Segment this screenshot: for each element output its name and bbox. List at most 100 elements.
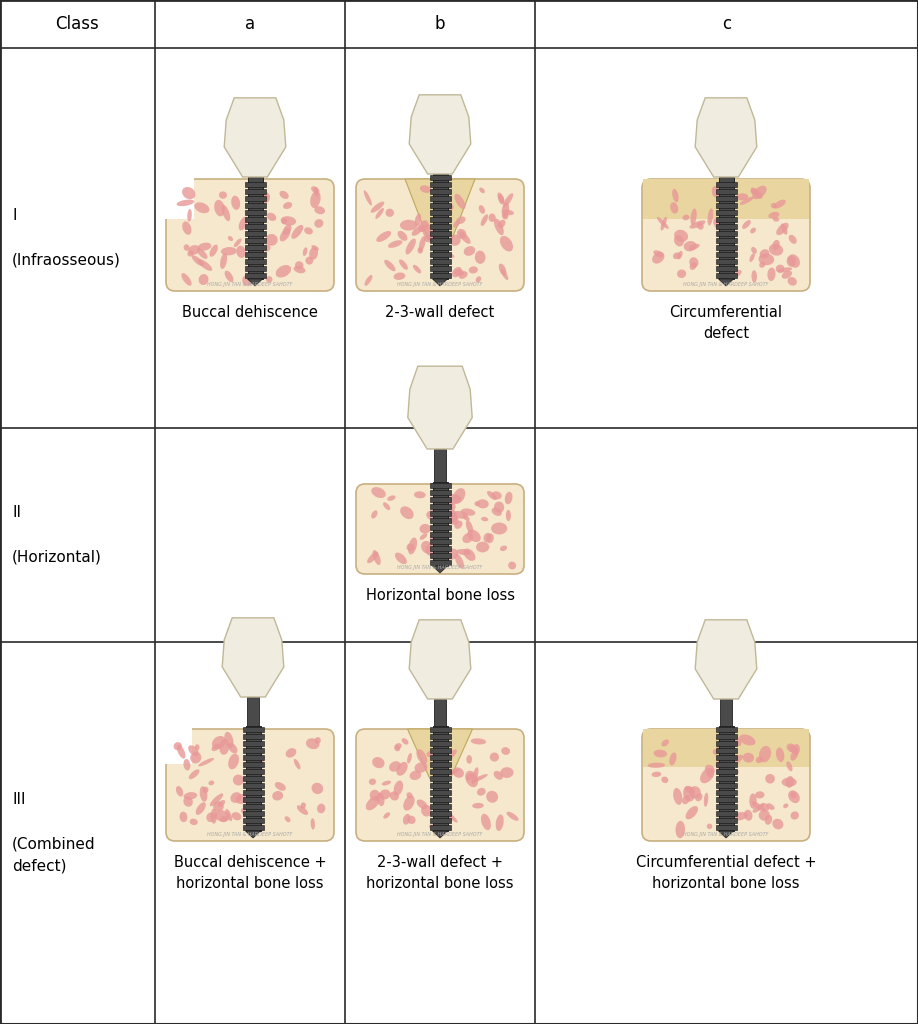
Ellipse shape (491, 522, 508, 535)
Ellipse shape (488, 214, 496, 222)
Ellipse shape (241, 808, 257, 817)
Ellipse shape (285, 749, 297, 758)
Ellipse shape (505, 492, 512, 504)
Ellipse shape (767, 803, 775, 810)
Ellipse shape (700, 768, 714, 783)
Bar (715, 245, 736, 250)
Bar (242, 825, 263, 830)
Polygon shape (245, 831, 261, 838)
Ellipse shape (385, 260, 396, 271)
Ellipse shape (500, 767, 513, 778)
Text: HONG JIN TAN & HARDEEP SAHOTF: HONG JIN TAN & HARDEEP SAHOTF (683, 831, 768, 837)
Bar (430, 504, 451, 509)
Bar (430, 532, 451, 537)
Bar (430, 818, 451, 823)
Ellipse shape (433, 537, 442, 547)
Ellipse shape (708, 209, 713, 225)
Bar (715, 741, 736, 746)
Ellipse shape (411, 225, 423, 236)
Ellipse shape (402, 738, 409, 744)
Ellipse shape (407, 544, 414, 551)
Ellipse shape (732, 769, 739, 775)
Ellipse shape (453, 767, 464, 778)
Ellipse shape (439, 539, 451, 547)
Ellipse shape (772, 240, 779, 250)
Bar (715, 189, 736, 194)
Ellipse shape (471, 738, 487, 744)
Bar (247, 697, 259, 729)
Ellipse shape (790, 750, 799, 761)
Bar (430, 741, 451, 746)
Text: 2-3-wall defect +
horizontal bone loss: 2-3-wall defect + horizontal bone loss (366, 855, 514, 891)
Ellipse shape (479, 187, 485, 194)
Text: Class: Class (56, 15, 99, 33)
Ellipse shape (187, 250, 194, 257)
Ellipse shape (311, 186, 319, 194)
Ellipse shape (403, 796, 415, 811)
Bar (430, 252, 451, 257)
Bar (430, 762, 451, 767)
Bar (430, 511, 451, 516)
Ellipse shape (196, 802, 206, 815)
FancyBboxPatch shape (166, 179, 334, 291)
Ellipse shape (463, 514, 470, 521)
Ellipse shape (499, 236, 513, 252)
FancyBboxPatch shape (642, 179, 810, 291)
Polygon shape (719, 279, 733, 286)
Ellipse shape (454, 554, 465, 568)
Ellipse shape (705, 765, 715, 774)
Ellipse shape (467, 529, 481, 542)
Ellipse shape (759, 249, 769, 258)
Text: 2-3-wall defect: 2-3-wall defect (386, 305, 495, 319)
FancyBboxPatch shape (356, 729, 524, 841)
Ellipse shape (727, 732, 742, 746)
Text: HONG JIN TAN & HARDEEP SAHOTF: HONG JIN TAN & HARDEEP SAHOTF (397, 282, 483, 287)
Ellipse shape (417, 750, 427, 764)
Ellipse shape (260, 189, 268, 200)
Ellipse shape (273, 791, 283, 801)
Ellipse shape (304, 227, 313, 234)
Ellipse shape (383, 502, 390, 510)
Ellipse shape (280, 228, 290, 242)
Ellipse shape (265, 233, 277, 246)
Ellipse shape (365, 796, 380, 810)
Ellipse shape (183, 221, 192, 234)
Ellipse shape (386, 209, 394, 217)
Ellipse shape (677, 269, 686, 278)
Ellipse shape (295, 261, 304, 269)
Ellipse shape (247, 763, 261, 773)
Ellipse shape (652, 772, 661, 777)
Ellipse shape (753, 804, 764, 813)
Ellipse shape (198, 259, 212, 271)
Ellipse shape (310, 191, 320, 208)
Text: HONG JIN TAN & HARDEEP SAHOTF: HONG JIN TAN & HARDEEP SAHOTF (207, 831, 293, 837)
Bar (244, 217, 265, 222)
Ellipse shape (689, 262, 697, 270)
Ellipse shape (407, 753, 412, 764)
Ellipse shape (184, 759, 190, 770)
Ellipse shape (661, 217, 666, 230)
Ellipse shape (498, 193, 504, 204)
Ellipse shape (274, 782, 285, 791)
Ellipse shape (315, 737, 320, 744)
Ellipse shape (730, 755, 743, 765)
Ellipse shape (252, 753, 264, 765)
Ellipse shape (198, 243, 211, 251)
Bar (430, 245, 451, 250)
Bar (715, 210, 736, 215)
Ellipse shape (215, 810, 230, 822)
Ellipse shape (367, 552, 378, 563)
Ellipse shape (408, 538, 417, 554)
Text: HONG JIN TAN & HARDEEP SAHOTF: HONG JIN TAN & HARDEEP SAHOTF (207, 282, 293, 287)
Ellipse shape (382, 780, 391, 785)
Ellipse shape (759, 261, 766, 268)
Bar (244, 273, 265, 278)
Ellipse shape (236, 246, 246, 258)
Bar (430, 560, 451, 565)
Ellipse shape (704, 793, 709, 807)
Ellipse shape (788, 254, 800, 268)
Ellipse shape (279, 190, 289, 199)
FancyBboxPatch shape (356, 179, 524, 291)
Ellipse shape (776, 264, 785, 272)
Bar (715, 825, 736, 830)
